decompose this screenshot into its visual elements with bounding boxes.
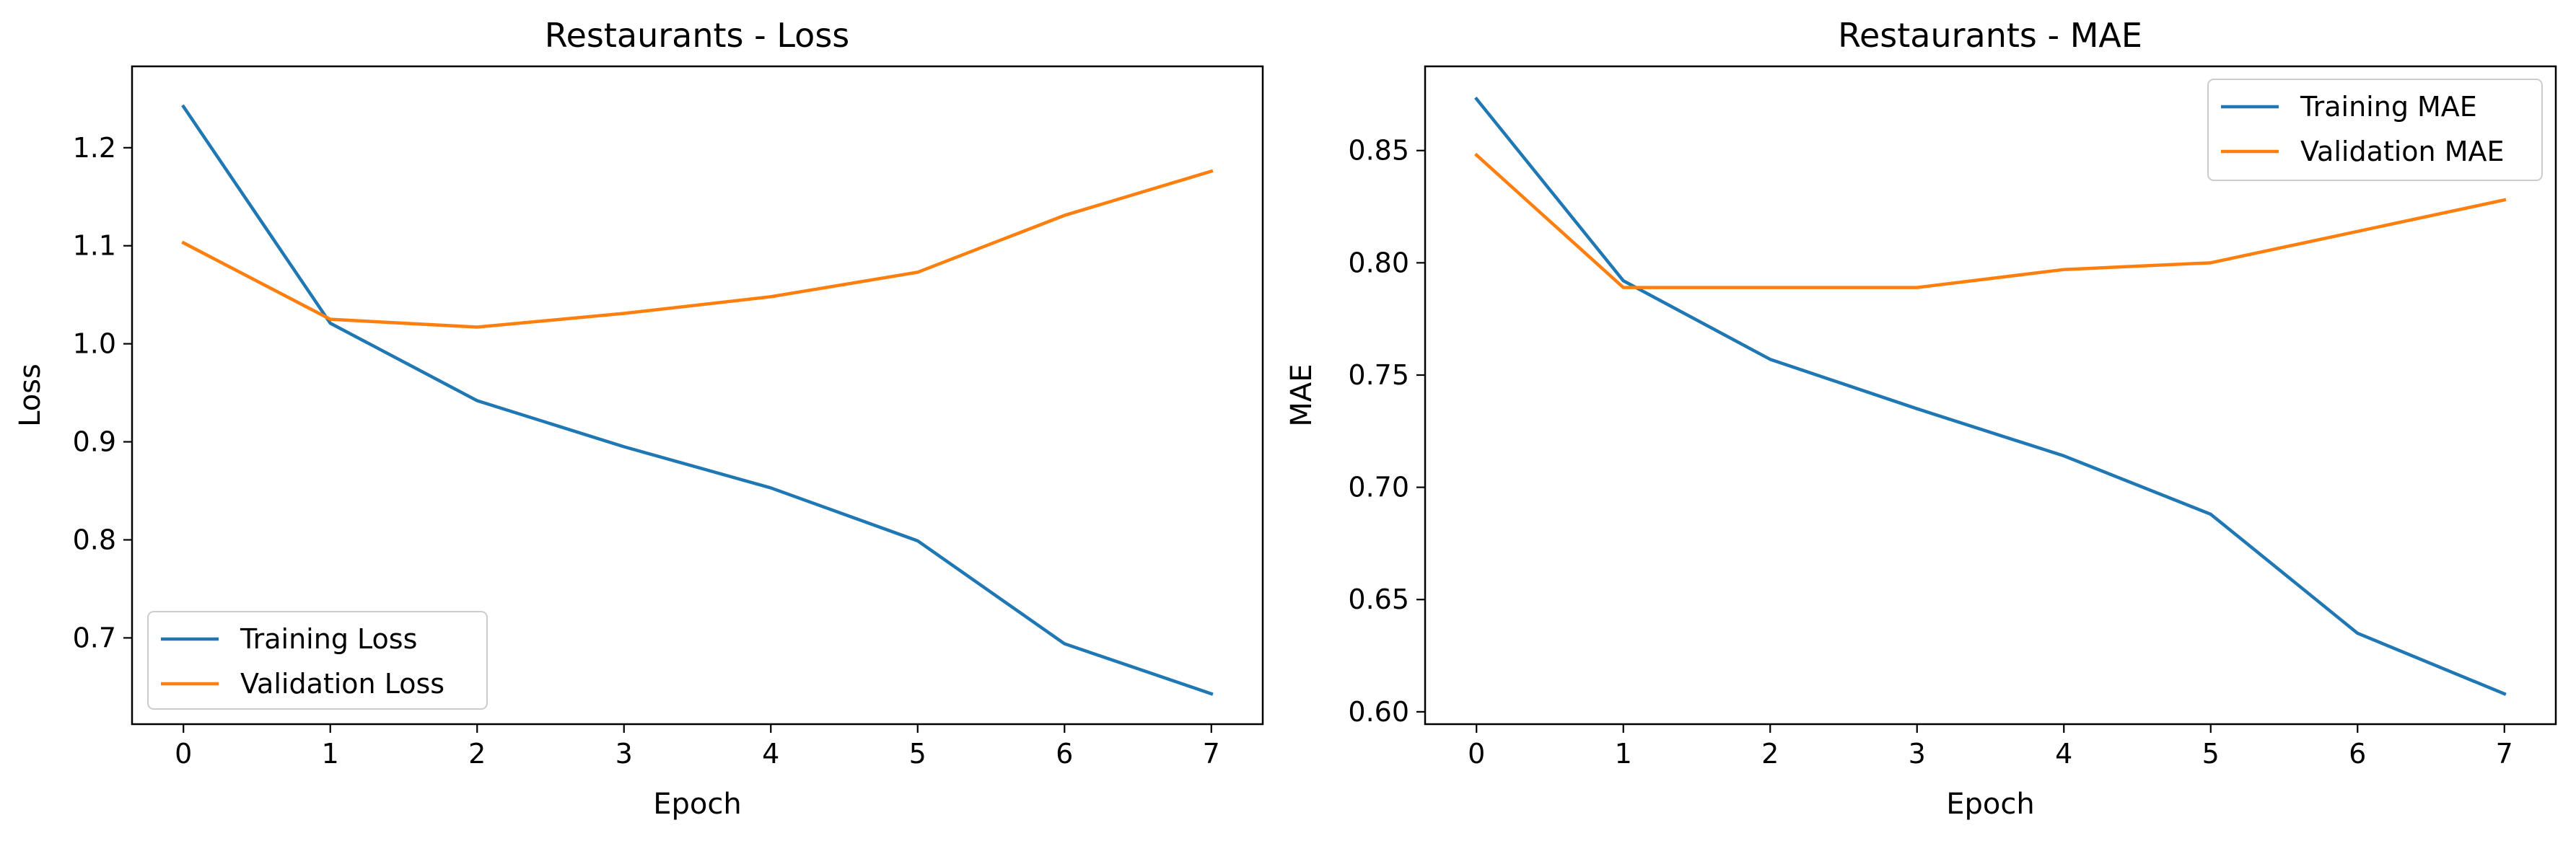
chart-0-ytick-label-4: 1.1 [73,230,116,262]
chart-1-xtick-label-4: 4 [2055,738,2072,770]
chart-1-xtick-label-1: 1 [1615,738,1632,770]
chart-1-ytick-label-5: 0.85 [1348,135,1409,167]
chart-1: Restaurants - MAE 0 1 2 3 4 5 6 7 0.60 0.65 0.70 0.7… [1285,16,2557,821]
chart-0-xtick-label-1: 1 [322,738,339,770]
chart-1-ytick-label-2: 0.70 [1348,472,1409,503]
chart-0-ytick-label-3: 1.0 [73,328,116,360]
chart-1-xtick-label-5: 5 [2202,738,2220,770]
chart-1-legend: Training MAE Validation MAE [2207,79,2543,181]
chart-1-ytick-label-4: 0.80 [1348,247,1409,278]
chart-1-title: Restaurants - MAE [1838,16,2142,55]
chart-0-xtick-label-2: 2 [468,738,486,770]
chart-0: Restaurants - Loss 0 1 2 3 4 5 6 7 0.7 0.8 0.9 1.0 1.… [14,16,1264,821]
chart-1-series-0-line [1474,96,2507,696]
chart-0-xtick-label-3: 3 [615,738,633,770]
chart-1-ytick-label-0: 0.60 [1348,696,1409,728]
chart-1-legend-label-1: Validation MAE [2300,136,2505,167]
chart-0-ytick-label-1: 0.8 [73,524,116,555]
chart-1-legend-label-0: Training MAE [2300,91,2477,123]
chart-0-ylabel: Loss [14,364,47,427]
chart-0-legend: Training Loss Validation Loss [147,611,488,710]
chart-1-plot-frame [1424,65,2557,726]
chart-1-legend-box [2207,79,2543,181]
chart-0-xtick-label-4: 4 [762,738,779,770]
chart-0-xtick-label-5: 5 [909,738,926,770]
chart-0-legend-label-0: Training Loss [240,623,417,655]
chart-0-series-1-line [181,169,1214,329]
chart-1-xtick-label-2: 2 [1761,738,1779,770]
chart-0-xtick-label-0: 0 [175,738,192,770]
chart-1-xtick-label-0: 0 [1468,738,1485,770]
chart-1-series-1-line [1474,152,2507,289]
chart-1-xlabel: Epoch [1946,788,2034,821]
chart-0-xtick-label-7: 7 [1203,738,1220,770]
chart-0-ytick-label-2: 0.9 [73,426,116,458]
chart-0-series-0-line [181,104,1214,696]
chart-1-ytick-label-3: 0.75 [1348,359,1409,391]
chart-1-ytick-label-1: 0.65 [1348,584,1409,615]
chart-0-legend-box [147,611,488,710]
chart-1-ylabel: MAE [1285,364,1318,426]
chart-1-xtick-label-6: 6 [2349,738,2366,770]
chart-0-xlabel: Epoch [653,788,741,821]
chart-0-legend-label-1: Validation Loss [240,668,444,700]
chart-0-plot-frame [131,65,1264,726]
chart-0-title: Restaurants - Loss [545,16,850,55]
chart-0-ytick-label-0: 0.7 [73,622,116,653]
chart-0-ytick-label-5: 1.2 [73,132,116,164]
chart-0-xtick-label-6: 6 [1056,738,1073,770]
chart-1-xtick-label-3: 3 [1909,738,1926,770]
chart-1-xtick-label-7: 7 [2496,738,2513,770]
